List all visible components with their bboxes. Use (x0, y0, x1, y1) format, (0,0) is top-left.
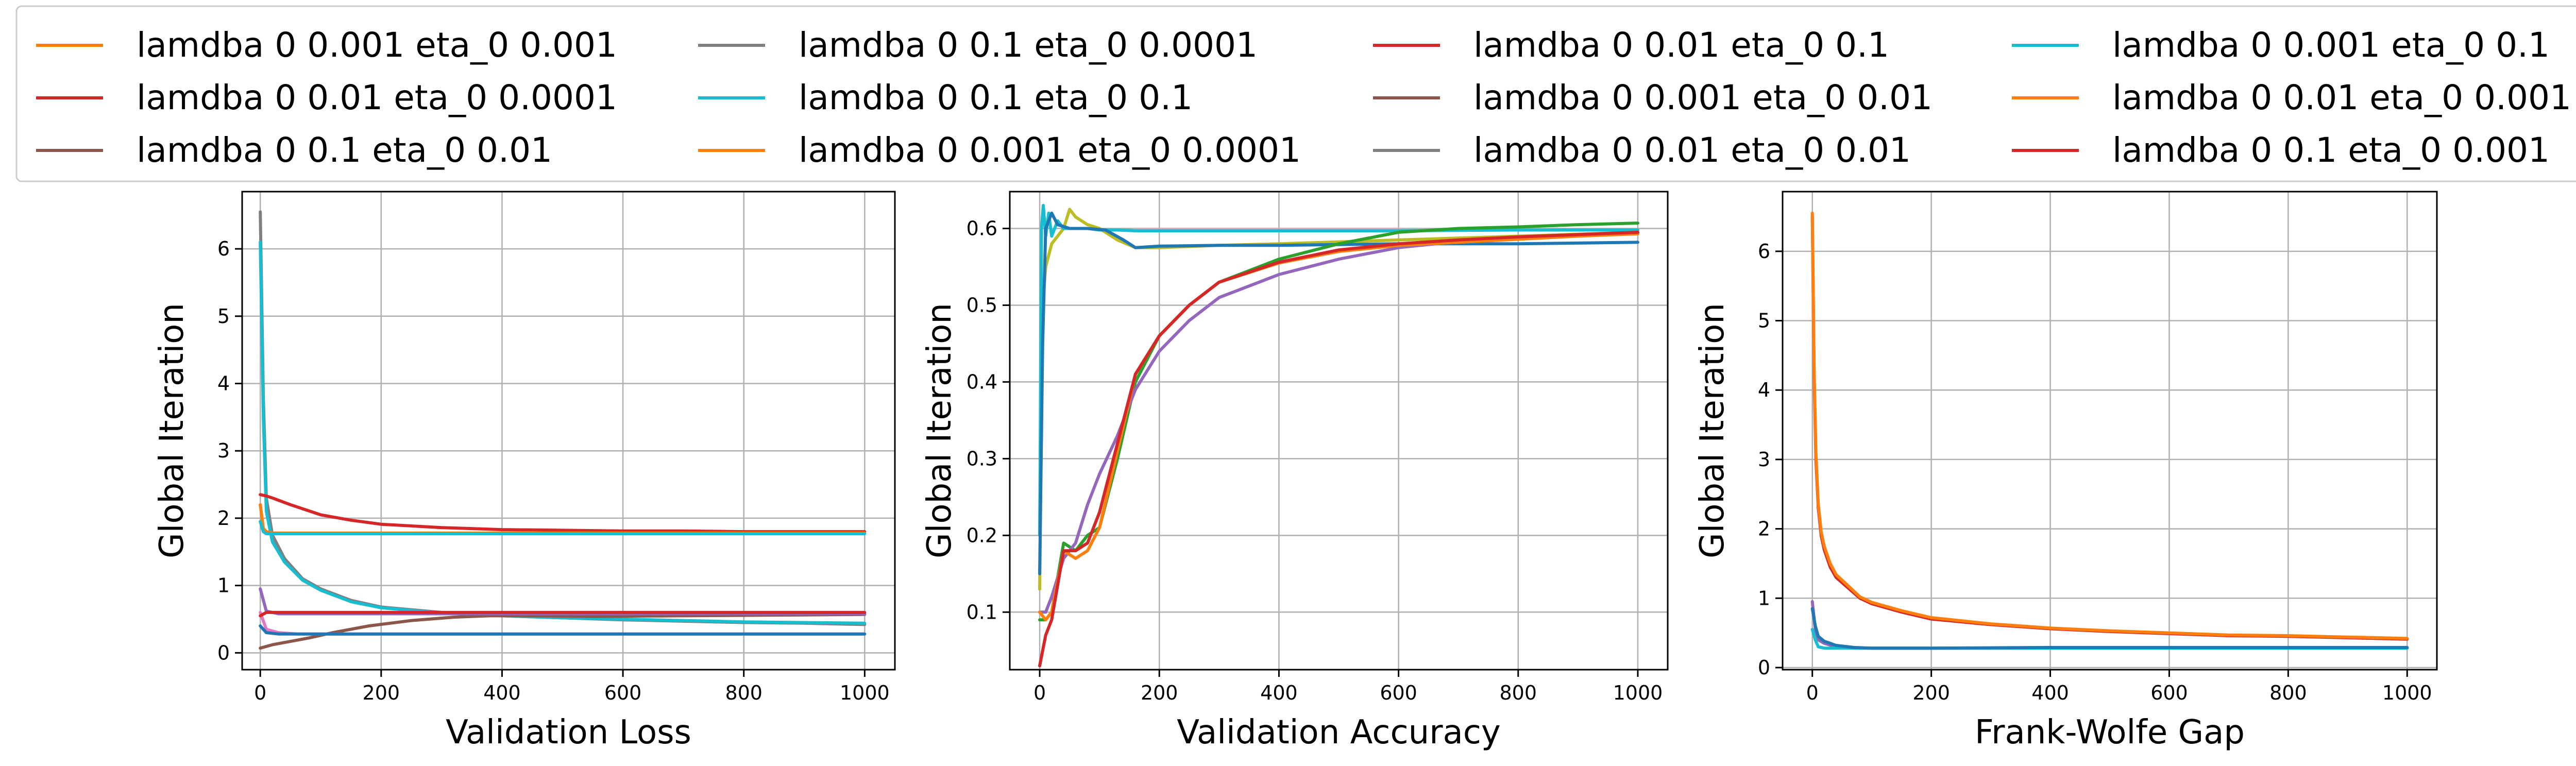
series-line-6 (259, 612, 867, 650)
legend-frame (15, 5, 2576, 182)
legend: lamdba 0 0.001 eta_0 0.001 lamdba 0 0.01 … (15, 5, 2576, 182)
y-tick-label: 0.2 (967, 524, 997, 547)
y-tick-label: 4 (1758, 379, 1770, 401)
series-line-2 (259, 241, 867, 625)
x-tick-label: 400 (1260, 682, 1298, 704)
y-tick-label: 5 (1758, 310, 1770, 332)
x-tick-label: 1000 (1613, 682, 1663, 704)
y-tick-label: 0 (217, 641, 230, 664)
legend-label-6: lamdba 0 0.001 eta_0 0.0001 (799, 130, 1301, 170)
legend-label-12: lamdba 0 0.1 eta_0 0.001 (2112, 130, 2550, 170)
legend-label-3: lamdba 0 0.1 eta_0 0.01 (137, 130, 552, 170)
x-tick-label: 200 (363, 682, 400, 704)
x-tick-label: 1000 (840, 682, 890, 704)
x-axis-label: Validation Loss (446, 713, 691, 752)
x-axis-label: Validation Accuracy (1177, 713, 1501, 752)
grid (1783, 192, 2437, 670)
x-tick-label: 0 (1033, 682, 1046, 704)
series-group (1038, 203, 1639, 668)
series-line-1 (259, 210, 867, 626)
series-line-5 (1038, 230, 1639, 614)
legend-label-1: lamdba 0 0.001 eta_0 0.001 (137, 25, 617, 65)
legend-label-8: lamdba 0 0.001 eta_0 0.01 (1473, 78, 1933, 117)
x-tick-label: 800 (725, 682, 762, 704)
y-axis-label: Global Iteration (153, 303, 191, 558)
series-line-3 (1810, 600, 2409, 650)
y-tick-label: 3 (1758, 448, 1770, 471)
y-axis-label: Global Iteration (1693, 303, 1732, 558)
axes-frame (1782, 191, 2438, 671)
series-line-3 (259, 493, 867, 534)
y-tick-label: 3 (217, 439, 230, 462)
chart-3: 0 200 400 600 800 1000 0 1 2 3 4 5 6 Frank-Wolfe Gap G… (1693, 191, 2438, 752)
series-line-5 (259, 520, 867, 535)
y-tick-label: 2 (1758, 518, 1770, 540)
series-group (1810, 211, 2409, 650)
series-line-2 (1038, 203, 1639, 537)
series-group (259, 210, 867, 650)
x-tick-label: 800 (2269, 682, 2307, 704)
x-tick-label: 0 (1806, 682, 1819, 704)
series-line-2 (1810, 211, 2409, 640)
y-tick-label: 6 (217, 237, 230, 260)
legend-label-9: lamdba 0 0.01 eta_0 0.01 (1473, 130, 1911, 170)
series-line-5 (1810, 607, 2409, 650)
grid (1010, 192, 1668, 670)
y-tick-label: 0.5 (967, 294, 997, 316)
series-line-9 (259, 610, 867, 618)
series-line-6 (1038, 232, 1639, 622)
chart-2: 0 200 400 600 800 1000 0.1 0.2 0.3 0.4 0.5 0.6 Valid… (921, 191, 1669, 752)
y-tick-label: 2 (217, 507, 230, 530)
axes-frame (241, 191, 896, 671)
y-tick-label: 5 (217, 305, 230, 328)
grid (242, 192, 895, 670)
series-line-4 (1038, 222, 1639, 622)
x-tick-label: 0 (254, 682, 266, 704)
series-line-10 (259, 624, 867, 636)
legend-label-7: lamdba 0 0.01 eta_0 0.1 (1473, 25, 1889, 65)
y-tick-label: 1 (1758, 587, 1770, 609)
y-tick-label: 1 (217, 574, 230, 597)
x-tick-label: 600 (2150, 682, 2188, 704)
x-tick-label: 400 (2031, 682, 2069, 704)
y-tick-label: 0.4 (967, 370, 997, 393)
x-axis-label: Frank-Wolfe Gap (1975, 713, 2245, 752)
legend-label-11: lamdba 0 0.01 eta_0 0.001 (2112, 78, 2571, 117)
legend-label-4: lamdba 0 0.1 eta_0 0.0001 (799, 25, 1258, 65)
chart-1: 0 200 400 600 800 1000 0 1 2 3 4 5 6 Validation Loss G… (153, 191, 896, 752)
x-tick-label: 600 (1380, 682, 1417, 704)
axes-frame (1009, 191, 1669, 671)
legend-label-10: lamdba 0 0.001 eta_0 0.1 (2112, 25, 2550, 65)
y-axis-label: Global Iteration (921, 303, 959, 558)
y-tick-label: 6 (1758, 240, 1770, 263)
x-tick-label: 1000 (2382, 682, 2432, 704)
y-tick-label: 0.6 (967, 217, 997, 240)
x-tick-label: 200 (1141, 682, 1178, 704)
x-tick-label: 600 (604, 682, 642, 704)
x-tick-label: 800 (1500, 682, 1537, 704)
y-tick-label: 0.1 (967, 601, 997, 623)
y-tick-label: 0.3 (967, 447, 997, 470)
legend-label-2: lamdba 0 0.01 eta_0 0.0001 (137, 78, 617, 117)
x-tick-label: 400 (483, 682, 521, 704)
series-line-1 (1038, 208, 1639, 591)
y-tick-label: 0 (1758, 656, 1770, 679)
legend-label-5: lamdba 0 0.1 eta_0 0.1 (799, 78, 1193, 117)
x-tick-label: 200 (1912, 682, 1950, 704)
y-tick-label: 4 (217, 372, 230, 395)
series-line-1 (1810, 215, 2409, 641)
series-line-7 (1038, 230, 1639, 668)
